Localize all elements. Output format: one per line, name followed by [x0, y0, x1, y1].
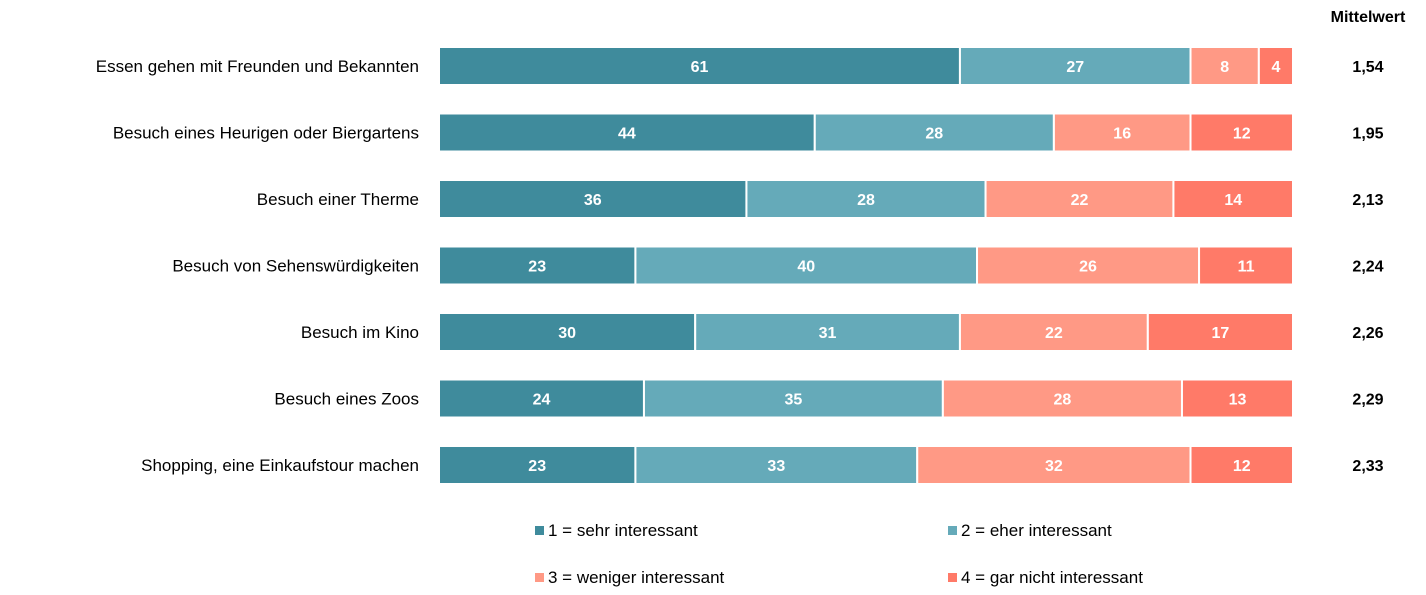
data-label: 24: [533, 392, 551, 409]
bar-segment: [1189, 46, 1260, 86]
bar-segment: [694, 312, 961, 352]
bar-segment: [1257, 46, 1294, 86]
data-label: 28: [925, 126, 943, 143]
data-label: 61: [691, 59, 709, 76]
legend-label: 2 = eher interessant: [961, 521, 1112, 540]
data-label: 11: [1238, 259, 1255, 276]
data-label: 13: [1229, 392, 1247, 409]
bar-segment: [1172, 179, 1294, 219]
category-label: Besuch im Kino: [301, 323, 419, 342]
legend-swatch: [535, 526, 544, 535]
data-label: 22: [1071, 192, 1089, 209]
category-label: Besuch von Sehenswürdigkeiten: [172, 257, 419, 276]
bar-segment: [958, 312, 1149, 352]
legend-label: 3 = weniger interessant: [548, 568, 725, 587]
category-label: Besuch eines Heurigen oder Biergartens: [113, 124, 419, 143]
mean-value: 2,29: [1352, 392, 1383, 409]
bar-segment: [438, 46, 961, 86]
data-label: 16: [1113, 126, 1131, 143]
bar-segment: [438, 112, 816, 153]
bar-segment: [438, 445, 637, 485]
mean-value: 2,33: [1352, 458, 1383, 475]
bar-segment: [1189, 445, 1295, 485]
data-label: 40: [797, 259, 815, 276]
bar-segment: [941, 378, 1183, 419]
data-label: 32: [1045, 458, 1063, 475]
data-label: 8: [1220, 59, 1229, 76]
bar-segment: [745, 179, 987, 219]
bar-segment: [634, 245, 979, 286]
bar-segment: [958, 46, 1192, 86]
legend-swatch: [535, 573, 544, 582]
data-label: 36: [584, 192, 602, 209]
mean-value: 2,24: [1352, 259, 1383, 276]
mean-value: 1,95: [1352, 126, 1383, 143]
bar-segment: [438, 245, 637, 286]
bar-segment: [1180, 378, 1294, 419]
data-label: 28: [857, 192, 875, 209]
bar-segment: [916, 445, 1192, 485]
legend-label: 4 = gar nicht interessant: [961, 568, 1143, 587]
bar-segment: [1052, 112, 1192, 153]
data-label: 33: [767, 458, 785, 475]
data-label: 44: [618, 126, 636, 143]
bar-segment: [1198, 245, 1295, 286]
data-label: 12: [1233, 126, 1251, 143]
legend-swatch: [948, 573, 957, 582]
data-label: 14: [1224, 192, 1242, 209]
bar-segment: [642, 378, 944, 419]
legend-label: 1 = sehr interessant: [548, 521, 698, 540]
data-label: 26: [1079, 259, 1097, 276]
data-label: 31: [819, 325, 837, 342]
category-label: Essen gehen mit Freunden und Bekannten: [96, 57, 419, 76]
data-label: 28: [1054, 392, 1072, 409]
category-label: Shopping, eine Einkaufstour machen: [141, 456, 419, 475]
data-label: 23: [528, 259, 546, 276]
data-label: 4: [1271, 59, 1280, 76]
category-label: Besuch einer Therme: [257, 190, 419, 209]
data-label: 12: [1233, 458, 1251, 475]
bar-segment: [1146, 312, 1294, 352]
bar-segment: [438, 378, 645, 419]
legend-swatch: [948, 526, 957, 535]
mean-value: 2,13: [1352, 192, 1383, 209]
data-label: 22: [1045, 325, 1063, 342]
data-label: 23: [528, 458, 546, 475]
bar-segment: [813, 112, 1055, 153]
category-label: Besuch eines Zoos: [274, 390, 419, 409]
mean-value: 2,26: [1352, 325, 1383, 342]
data-label: 17: [1212, 325, 1230, 342]
mean-value: 1,54: [1352, 59, 1383, 76]
bar-segment: [438, 312, 697, 352]
bar-segment: [1189, 112, 1295, 153]
data-label: 30: [558, 325, 576, 342]
data-label: 27: [1066, 59, 1084, 76]
data-label: 35: [785, 392, 803, 409]
bar-segment: [438, 179, 748, 219]
mean-header: Mittelwert: [1331, 9, 1406, 26]
